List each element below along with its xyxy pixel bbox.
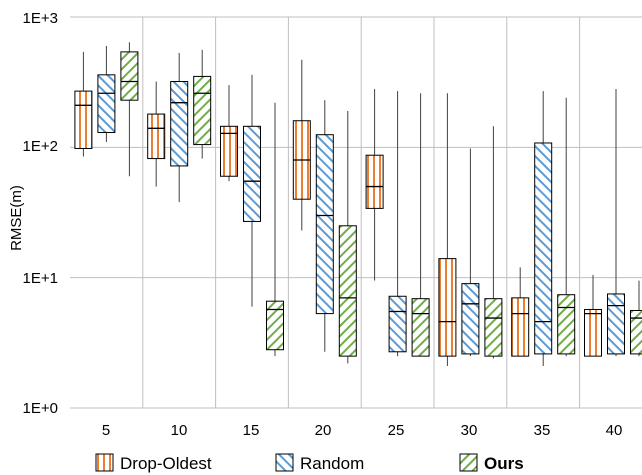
box-ours — [193, 49, 212, 159]
legend: Drop-Oldest Random Ours — [95, 453, 524, 473]
box-body — [338, 225, 357, 357]
x-tick-labels: 5 10 15 20 25 30 35 40 — [102, 422, 623, 439]
box-body — [607, 293, 625, 355]
box-body — [557, 294, 576, 355]
y-tick-label: 1E+3 — [23, 10, 58, 27]
box-random — [170, 52, 189, 203]
legend-label-random: Random — [300, 454, 364, 473]
y-tick-label: 1E+0 — [23, 400, 58, 417]
x-tick-label: 20 — [315, 422, 332, 439]
box-random — [534, 91, 553, 367]
box-body — [411, 298, 430, 357]
y-tick-label: 1E+1 — [23, 270, 58, 287]
box-random — [97, 45, 116, 142]
box-body — [584, 308, 602, 357]
box-body — [315, 134, 334, 315]
box-body — [365, 154, 384, 209]
box-ours — [266, 102, 284, 357]
box-drop-oldest — [438, 93, 457, 367]
box-ours — [557, 97, 576, 357]
x-tick-label: 30 — [461, 422, 478, 439]
legend-swatch-ours — [459, 453, 478, 472]
legend-swatch-drop-oldest — [95, 453, 114, 472]
box-drop-oldest — [365, 89, 384, 281]
legend-label-ours: Ours — [484, 454, 524, 473]
box-body — [243, 125, 261, 222]
box-random — [243, 74, 261, 307]
box-drop-oldest — [584, 274, 602, 357]
legend-swatch-random — [275, 453, 294, 472]
box-drop-oldest — [220, 85, 238, 182]
x-tick-label: 25 — [388, 422, 405, 439]
box-ours — [338, 111, 357, 364]
y-tick-label: 1E+2 — [23, 138, 58, 155]
legend-item-drop-oldest: Drop-Oldest — [95, 453, 212, 473]
box-drop-oldest — [511, 267, 530, 357]
box-body — [461, 283, 480, 355]
box-body — [266, 300, 284, 351]
box-drop-oldest — [147, 81, 166, 187]
box-random — [388, 91, 407, 357]
box-body — [220, 125, 238, 177]
box-drop-oldest — [74, 51, 93, 157]
x-tick-label: 5 — [102, 422, 110, 439]
box-body — [97, 74, 116, 133]
box-body — [193, 75, 212, 146]
box-layer — [74, 42, 642, 367]
box-body — [534, 142, 553, 355]
legend-label-drop-oldest: Drop-Oldest — [120, 454, 212, 473]
box-random — [461, 148, 480, 357]
box-drop-oldest — [292, 59, 311, 231]
box-body — [147, 113, 166, 160]
box-body — [630, 309, 642, 355]
box-body — [170, 80, 189, 167]
x-tick-label: 35 — [534, 422, 551, 439]
box-body — [438, 258, 457, 357]
grid-layer — [70, 16, 642, 409]
legend-item-random: Random — [275, 453, 364, 473]
x-tick-label: 10 — [171, 422, 188, 439]
box-random — [607, 89, 625, 357]
box-ours — [411, 93, 430, 357]
x-tick-label: 40 — [606, 422, 623, 439]
y-tick-labels: 1E+3 1E+2 1E+1 1E+0 — [23, 10, 58, 417]
box-ours — [484, 126, 503, 359]
y-axis-label: RMSE(m) — [8, 185, 25, 251]
box-body — [74, 90, 93, 149]
box-body — [484, 298, 503, 357]
legend-item-ours: Ours — [459, 453, 524, 473]
x-tick-label: 15 — [243, 422, 260, 439]
box-random — [315, 100, 334, 352]
box-body — [120, 51, 139, 101]
box-body — [388, 295, 407, 353]
box-ours — [120, 42, 139, 177]
box-body — [511, 297, 530, 357]
box-ours — [630, 280, 642, 357]
